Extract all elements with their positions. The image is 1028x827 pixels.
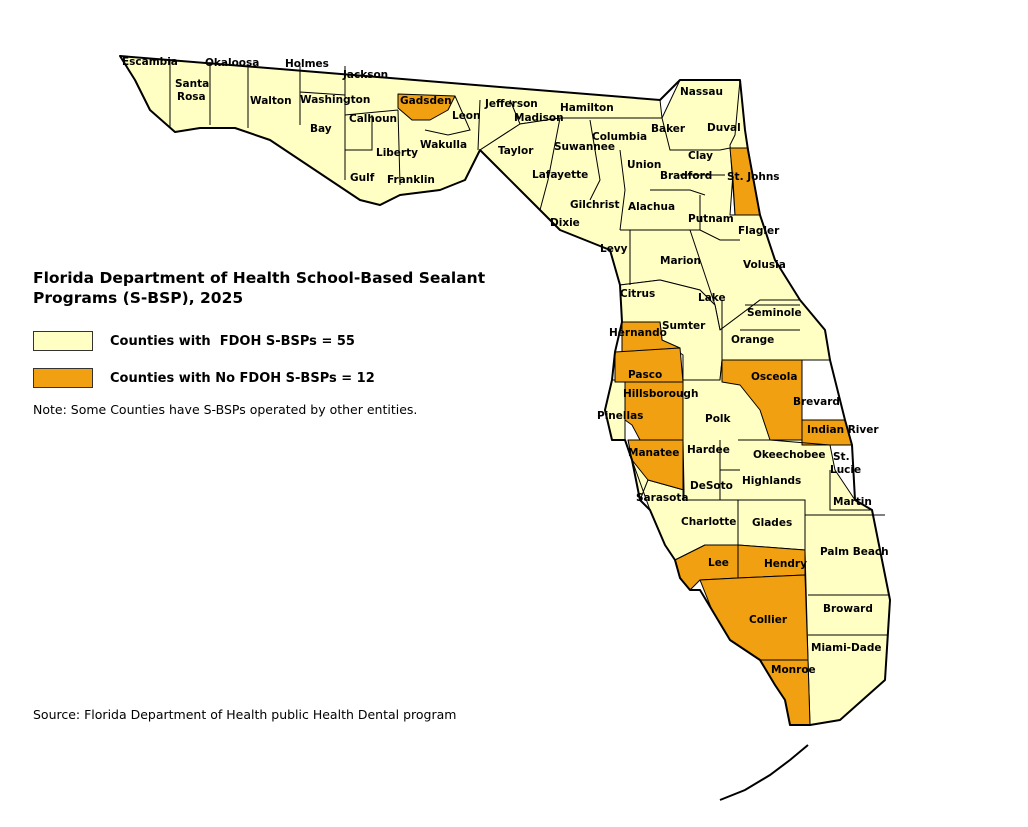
label-miami-dade: Miami-Dade bbox=[811, 642, 881, 654]
label-charlotte: Charlotte bbox=[681, 516, 736, 528]
label-collier: Collier bbox=[749, 614, 788, 626]
label-hernando: Hernando bbox=[609, 327, 667, 339]
label-union: Union bbox=[627, 159, 661, 171]
county-hernando bbox=[621, 321, 681, 353]
county-osceola bbox=[721, 359, 803, 441]
label-palm-beach: Palm Beach bbox=[820, 546, 889, 558]
label-liberty: Liberty bbox=[376, 147, 418, 159]
label-walton: Walton bbox=[250, 95, 292, 107]
county-st-johns bbox=[729, 147, 761, 216]
title-line-1: Florida Department of Health School-Base… bbox=[33, 269, 486, 287]
florida-keys bbox=[719, 744, 809, 801]
label-nassau: Nassau bbox=[680, 86, 723, 98]
label-duval: Duval bbox=[707, 122, 741, 134]
label-flagler: Flagler bbox=[738, 225, 780, 237]
label-martin: Martin bbox=[833, 496, 872, 508]
label-brevard: Brevard bbox=[793, 396, 840, 408]
label-desoto: DeSoto bbox=[690, 480, 733, 492]
label-gilchrist: Gilchrist bbox=[570, 199, 620, 211]
label-indian-river: Indian River bbox=[807, 424, 879, 436]
legend-label-without-program: Counties with No FDOH S-BSPs = 12 bbox=[110, 370, 375, 386]
label-monroe: Monroe bbox=[771, 664, 816, 676]
label-glades: Glades bbox=[752, 517, 792, 529]
label-jackson: Jackson bbox=[342, 69, 388, 81]
map-regions bbox=[119, 55, 891, 801]
label-st-johns: St. Johns bbox=[727, 171, 780, 183]
legend-item-with-program: Counties with FDOH S-BSPs = 55 bbox=[33, 331, 355, 351]
legend-swatch-without-program bbox=[33, 368, 93, 388]
label-jefferson: Jefferson bbox=[484, 98, 538, 110]
label-levy: Levy bbox=[600, 243, 628, 255]
label-putnam: Putnam bbox=[688, 213, 734, 225]
county-labels: Escambia Santa Rosa Okaloosa Walton Holm… bbox=[122, 56, 889, 676]
label-hendry: Hendry bbox=[764, 558, 807, 570]
label-wakulla: Wakulla bbox=[420, 139, 467, 151]
legend-label-with-program: Counties with FDOH S-BSPs = 55 bbox=[110, 333, 355, 349]
label-bay: Bay bbox=[310, 123, 332, 135]
label-broward: Broward bbox=[823, 603, 873, 615]
map-note: Note: Some Counties have S-BSPs operated… bbox=[33, 402, 418, 417]
label-dixie: Dixie bbox=[550, 217, 580, 229]
title-line-2: Programs (S-BSP), 2025 bbox=[33, 289, 244, 307]
map-source: Source: Florida Department of Health pub… bbox=[33, 707, 457, 722]
legend-swatch-with-program bbox=[33, 331, 93, 351]
label-baker: Baker bbox=[651, 123, 686, 135]
label-citrus: Citrus bbox=[620, 288, 655, 300]
label-leon: Leon bbox=[452, 110, 481, 122]
label-st-lucie-1: St. bbox=[833, 451, 850, 463]
label-madison: Madison bbox=[514, 112, 564, 124]
label-manatee: Manatee bbox=[628, 447, 679, 459]
label-pasco: Pasco bbox=[628, 369, 662, 381]
label-orange: Orange bbox=[731, 334, 774, 346]
label-pinellas: Pinellas bbox=[597, 410, 643, 422]
label-suwannee: Suwannee bbox=[554, 141, 615, 153]
label-gadsden: Gadsden bbox=[400, 95, 452, 107]
label-lake: Lake bbox=[698, 292, 726, 304]
label-volusia: Volusia bbox=[743, 259, 786, 271]
label-lafayette: Lafayette bbox=[532, 169, 588, 181]
label-escambia: Escambia bbox=[122, 56, 178, 68]
label-washington: Washington bbox=[300, 94, 370, 106]
label-bradford: Bradford bbox=[660, 170, 712, 182]
label-taylor: Taylor bbox=[498, 145, 534, 157]
legend-item-without-program: Counties with No FDOH S-BSPs = 12 bbox=[33, 368, 375, 388]
label-hardee: Hardee bbox=[687, 444, 730, 456]
label-franklin: Franklin bbox=[387, 174, 435, 186]
label-holmes: Holmes bbox=[285, 58, 329, 70]
label-lee: Lee bbox=[708, 557, 729, 569]
label-st-lucie-2: Lucie bbox=[830, 464, 861, 476]
label-clay: Clay bbox=[688, 150, 713, 162]
label-osceola: Osceola bbox=[751, 371, 797, 383]
map-title: Florida Department of Health School-Base… bbox=[33, 268, 485, 308]
label-gulf: Gulf bbox=[350, 172, 375, 184]
state-outline bbox=[119, 55, 891, 726]
label-marion: Marion bbox=[660, 255, 701, 267]
label-santa-rosa-1: Santa bbox=[175, 78, 209, 90]
label-sumter: Sumter bbox=[662, 320, 706, 332]
label-hillsborough: Hillsborough bbox=[623, 388, 698, 400]
label-seminole: Seminole bbox=[747, 307, 802, 319]
label-sarasota: Sarasota bbox=[636, 492, 688, 504]
label-columbia: Columbia bbox=[592, 131, 647, 143]
label-hamilton: Hamilton bbox=[560, 102, 614, 114]
label-okaloosa: Okaloosa bbox=[205, 57, 259, 69]
label-okeechobee: Okeechobee bbox=[753, 449, 826, 461]
county-boundaries bbox=[169, 60, 888, 636]
label-polk: Polk bbox=[705, 413, 732, 425]
label-santa-rosa-2: Rosa bbox=[177, 91, 206, 103]
label-highlands: Highlands bbox=[742, 475, 801, 487]
label-calhoun: Calhoun bbox=[349, 113, 397, 125]
label-alachua: Alachua bbox=[628, 201, 675, 213]
